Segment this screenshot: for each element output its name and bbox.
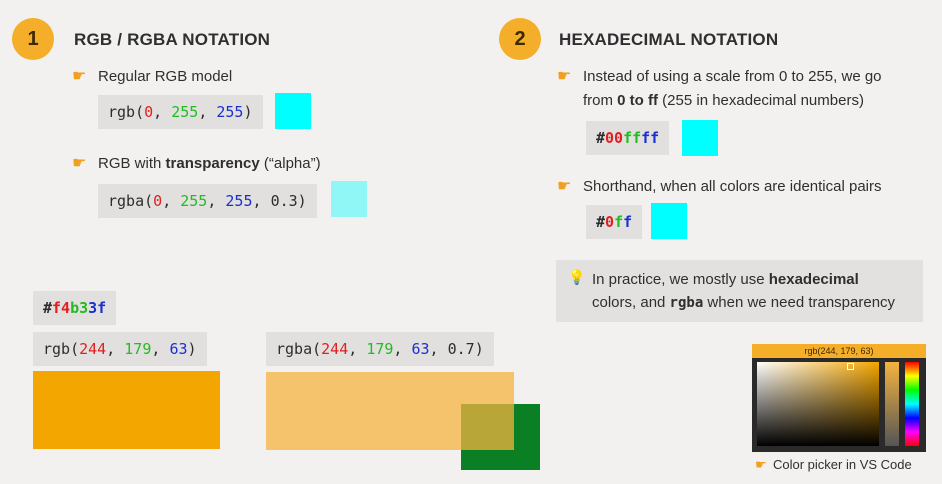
code-red: 0	[144, 103, 154, 121]
section-2-bullet-hex: ☛ Instead of using a scale from 0 to 255,…	[557, 65, 897, 113]
section-1-bullet-rgba: ☛ RGB with transparency (“alpha”)	[72, 152, 321, 176]
orange-rgba-code: rgba(244, 179, 63, 0.7)	[266, 332, 494, 366]
cyan-hex-swatch	[682, 120, 718, 156]
code-green: f	[614, 213, 624, 231]
bullet-text-2: from	[583, 92, 618, 109]
vscode-color-picker[interactable]: rgb(244, 179, 63)	[752, 344, 926, 452]
rgb-code-sample: rgb(0, 255, 255)	[98, 95, 263, 129]
orange-hex-code: #f4b33f	[33, 291, 117, 325]
pointing-hand-icon: ☛	[557, 68, 572, 85]
code-blue: 255	[216, 103, 244, 121]
code-blue: 3f	[88, 299, 107, 317]
code-hash: #	[43, 299, 53, 317]
orange-transparent-swatch	[266, 372, 514, 450]
hue-slider[interactable]	[905, 362, 919, 446]
section-1-badge: 1	[12, 18, 54, 60]
pointing-hand-icon: ☛	[755, 457, 767, 472]
bullet-text: Regular RGB model	[98, 68, 233, 85]
orange-rgb-code: rgb(244, 179, 63)	[33, 332, 207, 366]
code-blue: 63	[169, 340, 188, 358]
saturation-cursor[interactable]	[847, 363, 854, 370]
code-red: 0	[605, 213, 615, 231]
code-fn: rgb	[43, 340, 71, 358]
cyan-transparent-swatch	[331, 181, 367, 217]
cyan-short-swatch	[651, 203, 687, 239]
saturation-area[interactable]	[757, 362, 879, 446]
code-fn: rgba	[276, 340, 313, 358]
picker-caption: ☛ Color picker in VS Code	[755, 455, 912, 475]
orange-swatch	[33, 371, 220, 449]
section-2-badge: 2	[499, 18, 541, 60]
note-bold: hexadecimal	[768, 271, 859, 288]
code-green: 255	[180, 192, 208, 210]
code-alpha: 0.7	[447, 340, 475, 358]
code-red: 0	[153, 192, 163, 210]
practice-note: 💡 In practice, we mostly use hexadecimal…	[556, 260, 923, 322]
note-code: rgba	[669, 295, 704, 311]
section-2-title: HEXADECIMAL NOTATION	[559, 30, 779, 49]
bullet-suffix: (255 in hexadecimal numbers)	[658, 92, 864, 109]
code-green: b3	[70, 299, 89, 317]
picker-readout: rgb(244, 179, 63)	[804, 346, 874, 356]
pointing-hand-icon: ☛	[72, 68, 87, 85]
bullet-text: Instead of using a scale from 0 to 255, …	[583, 68, 882, 85]
code-green: 255	[171, 103, 199, 121]
code-red: 00	[605, 129, 624, 147]
section-1-title: RGB / RGBA NOTATION	[74, 30, 271, 49]
code-green: ff	[623, 129, 642, 147]
code-hash: #	[596, 213, 606, 231]
code-red: 244	[79, 340, 107, 358]
section-2-bullet-shorthand: ☛ Shorthand, when all colors are identica…	[557, 175, 882, 199]
shorthand-code-sample: #0ff	[586, 205, 643, 239]
code-blue: 255	[225, 192, 253, 210]
pointing-hand-icon: ☛	[557, 178, 572, 195]
code-blue: ff	[641, 129, 660, 147]
opacity-slider[interactable]	[885, 362, 899, 446]
code-green: 179	[124, 340, 152, 358]
note-text: In practice, we mostly use hexadecimal c…	[592, 268, 895, 315]
hex-code-sample: #00ffff	[586, 121, 670, 155]
note-line2-suffix: when we need transparency	[703, 294, 896, 311]
code-blue: 63	[411, 340, 430, 358]
note-line2: colors, and	[592, 294, 670, 311]
lightbulb-icon: 💡	[568, 269, 586, 285]
code-fn: rgba	[108, 192, 145, 210]
cyan-swatch	[275, 93, 311, 129]
code-alpha: 0.3	[270, 192, 298, 210]
bullet-text: Shorthand, when all colors are identical…	[583, 178, 882, 195]
note-line1: In practice, we mostly use	[592, 271, 769, 288]
caption-text: Color picker in VS Code	[773, 457, 912, 472]
pointing-hand-icon: ☛	[72, 155, 87, 172]
bullet-suffix: (“alpha”)	[259, 155, 321, 172]
bullet-bold: 0 to ff	[617, 92, 658, 109]
code-green: 179	[366, 340, 394, 358]
bullet-bold: transparency	[165, 155, 260, 172]
bullet-text: RGB with	[98, 155, 166, 172]
code-hash: #	[596, 129, 606, 147]
code-red: f4	[52, 299, 71, 317]
code-red: 244	[321, 340, 349, 358]
code-blue: f	[623, 213, 633, 231]
rgba-code-sample: rgba(0, 255, 255, 0.3)	[98, 184, 317, 218]
code-fn: rgb	[108, 103, 136, 121]
section-1-bullet-rgb: ☛ Regular RGB model	[72, 65, 232, 89]
